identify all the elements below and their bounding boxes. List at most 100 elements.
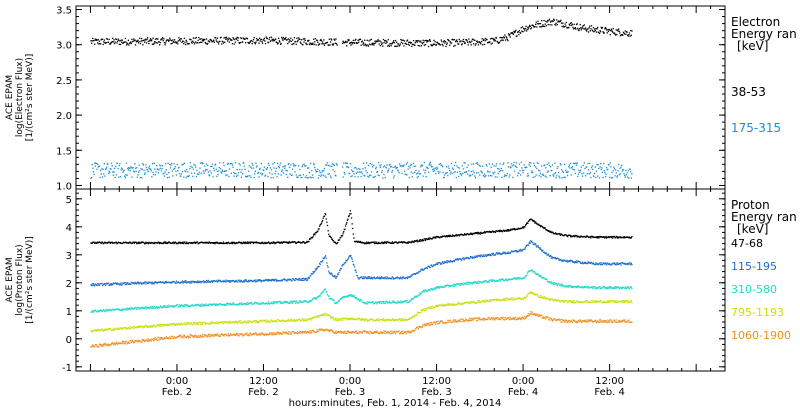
electron-data-point [417,40,419,42]
proton-data-point [229,320,231,322]
proton-data-point [328,233,330,235]
proton-data-point [107,309,109,311]
proton-data-point [534,242,536,245]
proton-data-point [504,253,507,255]
electron-data-point [334,42,336,44]
proton-data-point [237,303,240,305]
proton-data-point [576,262,578,264]
proton-data-point [181,280,184,282]
proton-data-point [325,255,327,257]
proton-data-point [112,283,114,285]
proton-data-point [484,232,486,234]
proton-data-point [178,241,181,244]
electron-data-point [259,40,261,42]
proton-data-point [399,300,401,302]
proton-data-point [231,241,233,243]
electron-data-point [542,173,544,175]
proton-data-point [177,304,179,306]
proton-data-point [207,280,209,282]
electron-data-point [193,41,195,43]
proton-data-point [144,281,146,283]
proton-data-point [159,324,161,326]
electron-data-point [485,164,487,166]
proton-data-point [247,303,249,306]
proton-data-point [337,301,339,303]
electron-data-point [391,171,393,173]
proton-data-point [461,283,463,285]
electron-data-point [446,166,448,168]
electron-data-point [173,163,175,165]
electron-data-point [586,30,588,32]
proton-data-point [495,280,498,282]
electron-data-point [234,162,237,164]
proton-data-point [463,234,465,236]
proton-data-point [358,299,360,301]
electron-data-point [506,174,508,177]
proton-data-point [305,241,308,243]
proton-data-point [138,326,140,329]
proton-data-point [251,241,253,244]
electron-data-point [390,43,392,45]
proton-data-point [223,321,225,323]
electron-data-point [492,173,495,175]
electron-data-point [174,168,176,170]
proton-data-point [295,301,297,303]
electron-data-point [539,26,541,28]
electron-data-point [224,36,226,39]
proton-data-point [200,305,202,307]
electron-data-point [298,37,300,39]
electron-data-point [460,40,462,42]
proton-data-point [370,276,373,278]
proton-data-point [595,262,597,264]
electron-data-point [142,163,144,165]
electron-data-point [216,40,218,43]
proton-data-point [269,320,271,322]
electron-data-point [169,39,172,41]
proton-data-point [582,287,584,289]
electron-data-point [231,39,233,41]
proton-data-point [353,295,356,297]
proton-data-point [322,313,324,315]
electron-data-point [594,172,596,174]
electron-data-point [118,39,120,41]
electron-data-point [152,37,154,39]
proton-data-point [574,261,576,263]
electron-data-point [530,171,533,173]
electron-data-point [447,165,450,167]
electron-data-point [631,173,633,175]
electron-data-point [549,175,551,177]
proton-data-point [319,315,321,317]
electron-data-point [220,171,222,173]
electron-data-point [477,41,479,44]
electron-data-point [538,22,540,25]
electron-data-point [405,163,407,165]
proton-data-point [591,235,593,237]
electron-data-point [115,165,117,168]
proton-data-point [187,304,190,306]
proton-data-point [318,228,320,230]
proton-data-point [446,260,448,262]
proton-data-point [587,262,590,264]
proton-data-point [133,328,135,330]
proton-data-point [415,296,417,298]
proton-data-point [127,328,129,330]
proton-data-point [391,318,394,320]
electron-data-point [202,40,205,42]
proton-data-point [201,303,203,305]
electron-data-point [407,43,409,45]
electron-data-point [381,43,383,46]
proton-data-point [614,287,616,289]
proton-data-point [104,282,106,285]
proton-data-point [629,262,631,264]
proton-data-point [346,260,348,262]
proton-data-point [489,254,491,256]
proton-data-point [453,283,455,285]
electron-data-point [314,41,316,43]
proton-data-point [173,306,175,308]
proton-data-point [118,327,120,329]
electron-data-point [323,39,325,41]
proton-data-point [439,263,442,265]
electron-data-point [622,169,625,171]
proton-data-point [125,283,128,286]
electron-data-point [326,162,329,164]
